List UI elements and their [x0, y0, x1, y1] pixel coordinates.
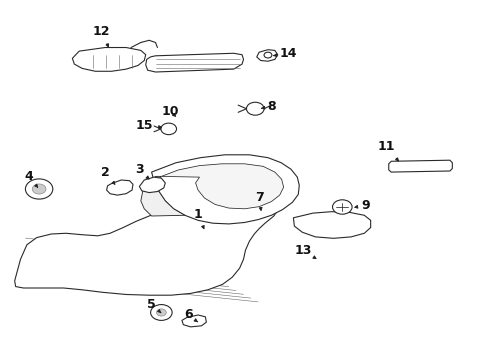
Text: 7: 7 — [254, 191, 263, 210]
Circle shape — [246, 102, 264, 115]
Circle shape — [156, 309, 166, 316]
Polygon shape — [139, 177, 165, 193]
Circle shape — [264, 52, 271, 58]
Text: 2: 2 — [101, 166, 115, 184]
Text: 1: 1 — [193, 208, 204, 229]
Circle shape — [332, 200, 351, 214]
Polygon shape — [106, 180, 133, 195]
Polygon shape — [161, 164, 283, 209]
Polygon shape — [141, 176, 184, 216]
Polygon shape — [293, 212, 370, 238]
Text: 3: 3 — [135, 163, 149, 179]
Text: 14: 14 — [273, 47, 297, 60]
Polygon shape — [72, 48, 145, 71]
Text: 9: 9 — [354, 199, 369, 212]
Polygon shape — [151, 155, 299, 224]
Text: 8: 8 — [261, 100, 275, 113]
Text: 4: 4 — [24, 170, 38, 187]
Polygon shape — [145, 53, 243, 72]
Text: 10: 10 — [161, 105, 179, 118]
Text: 5: 5 — [147, 298, 161, 313]
Text: 15: 15 — [135, 119, 161, 132]
Circle shape — [161, 123, 176, 135]
Text: 13: 13 — [294, 244, 315, 258]
Polygon shape — [182, 315, 206, 327]
Text: 12: 12 — [93, 25, 110, 47]
Circle shape — [25, 179, 53, 199]
Text: 11: 11 — [377, 140, 398, 161]
Polygon shape — [388, 160, 451, 172]
Polygon shape — [256, 50, 277, 61]
Text: 6: 6 — [183, 309, 197, 322]
Circle shape — [32, 184, 46, 194]
Polygon shape — [15, 188, 279, 295]
Circle shape — [150, 305, 172, 320]
